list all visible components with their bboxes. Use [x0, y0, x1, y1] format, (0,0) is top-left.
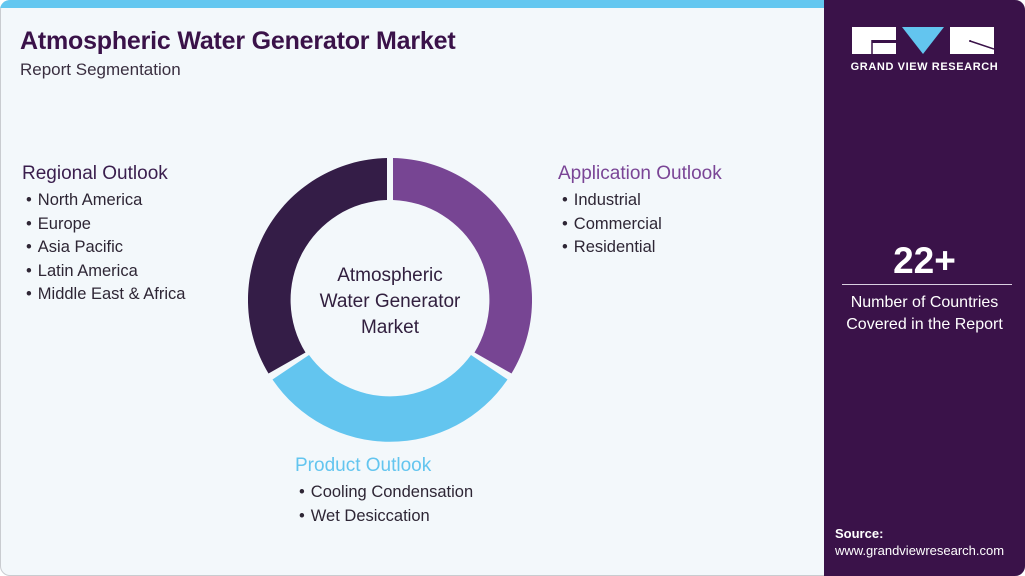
donut-segment-product [272, 355, 508, 442]
list-item: Wet Desiccation [295, 505, 473, 529]
list-item: Latin America [22, 260, 185, 284]
donut-chart [248, 158, 532, 442]
application-outlook-title: Application Outlook [558, 163, 722, 184]
donut-center-line: Atmospheric [337, 265, 443, 286]
stat-divider [842, 284, 1012, 285]
logo-text: GRAND VIEW RESEARCH [850, 61, 999, 73]
regional-outlook: Regional Outlook North America Europe As… [22, 163, 185, 307]
list-item: Asia Pacific [22, 236, 185, 260]
application-outlook: Application Outlook Industrial Commercia… [558, 163, 722, 260]
grand-view-research-logo-icon [852, 27, 994, 54]
donut-center-line: Water Generator [319, 291, 461, 312]
donut-segment-regional [248, 158, 387, 374]
list-item: Residential [558, 236, 722, 260]
product-outlook-title: Product Outlook [295, 455, 432, 476]
countries-label-line: Number of Countries [850, 294, 999, 311]
source-url: www.grandviewresearch.com [835, 543, 1005, 558]
application-outlook-list: Industrial Commercial Residential [558, 189, 722, 260]
regional-outlook-title: Regional Outlook [22, 163, 168, 184]
donut-segment-application [393, 158, 532, 374]
list-item: Cooling Condensation [295, 481, 473, 505]
list-item: Commercial [558, 213, 722, 237]
list-item: North America [22, 189, 185, 213]
regional-outlook-list: North America Europe Asia Pacific Latin … [22, 189, 186, 307]
page-subtitle: Report Segmentation [20, 60, 181, 79]
countries-label-line: Covered in the Report [846, 316, 1003, 333]
accent-bar [0, 0, 824, 8]
list-item: Middle East & Africa [22, 283, 186, 307]
list-item: Europe [22, 213, 185, 237]
side-panel [824, 0, 1025, 576]
source-label: Source: [835, 526, 884, 541]
product-outlook: Product Outlook Cooling Condensation Wet… [295, 455, 473, 528]
list-item: Industrial [558, 189, 722, 213]
countries-label: Number of Countries Covered in the Repor… [824, 292, 1025, 336]
donut-center-line: Market [360, 317, 420, 338]
donut-center-label: Atmospheric Water Generator Market [290, 263, 490, 341]
product-outlook-list: Cooling Condensation Wet Desiccation [295, 481, 473, 528]
page-title: Atmospheric Water Generator Market [20, 27, 456, 55]
countries-count: 22+ [893, 240, 956, 281]
